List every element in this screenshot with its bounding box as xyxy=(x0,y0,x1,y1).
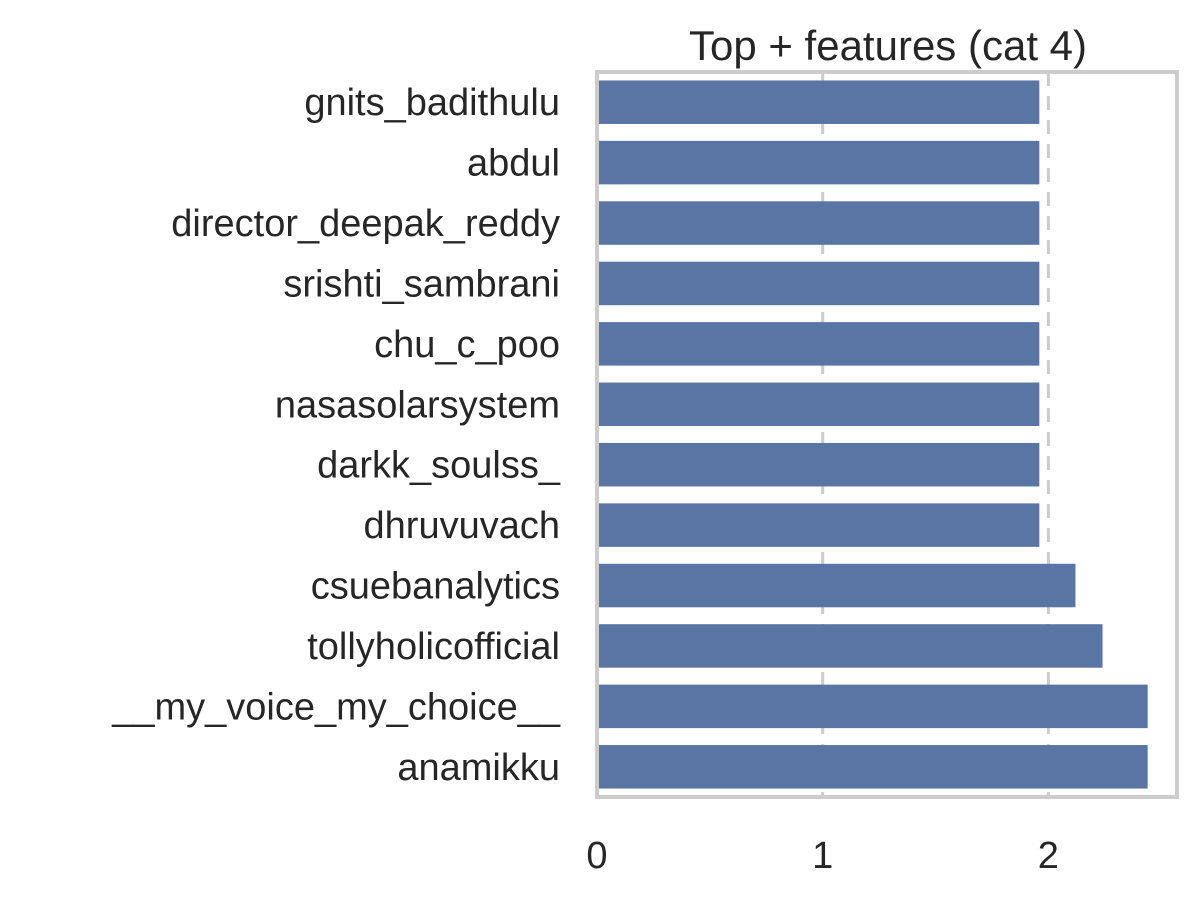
bar-2 xyxy=(597,201,1040,245)
category-label-10: __my_voice_my_choice__ xyxy=(111,686,561,728)
bar-8 xyxy=(597,563,1076,608)
category-label-6: darkk_soulss_ xyxy=(317,445,561,487)
category-label-7: dhruvuvach xyxy=(364,505,560,547)
bar-10 xyxy=(597,684,1148,729)
bar-7 xyxy=(597,503,1040,547)
x-tick-label-1: 1 xyxy=(812,835,833,877)
category-label-9: tollyholicofficial xyxy=(307,626,560,668)
category-label-1: abdul xyxy=(467,143,560,185)
x-axis-ticks: 0 1 2 xyxy=(586,835,1059,877)
category-label-5: nasasolarsystem xyxy=(275,384,560,426)
category-label-2: director_deepak_reddy xyxy=(171,203,560,245)
category-label-3: srishti_sambrani xyxy=(283,263,560,305)
chart-title: Top + features (cat 4) xyxy=(689,22,1087,69)
bar-11 xyxy=(597,745,1148,789)
bar-5 xyxy=(597,382,1040,427)
bar-1 xyxy=(597,140,1040,185)
bar-0 xyxy=(597,80,1040,124)
bar-6 xyxy=(597,442,1040,487)
bar-4 xyxy=(597,322,1040,366)
category-label-0: gnits_badithulu xyxy=(304,82,560,124)
category-label-8: csuebanalytics xyxy=(311,566,560,608)
bar-3 xyxy=(597,261,1040,306)
bars xyxy=(597,80,1148,789)
bar-9 xyxy=(597,624,1103,668)
x-tick-label-0: 0 xyxy=(586,835,607,877)
category-label-4: chu_c_poo xyxy=(374,324,560,366)
category-label-11: anamikku xyxy=(397,747,560,789)
x-tick-label-2: 2 xyxy=(1038,835,1059,877)
plot-frame xyxy=(595,70,1179,799)
